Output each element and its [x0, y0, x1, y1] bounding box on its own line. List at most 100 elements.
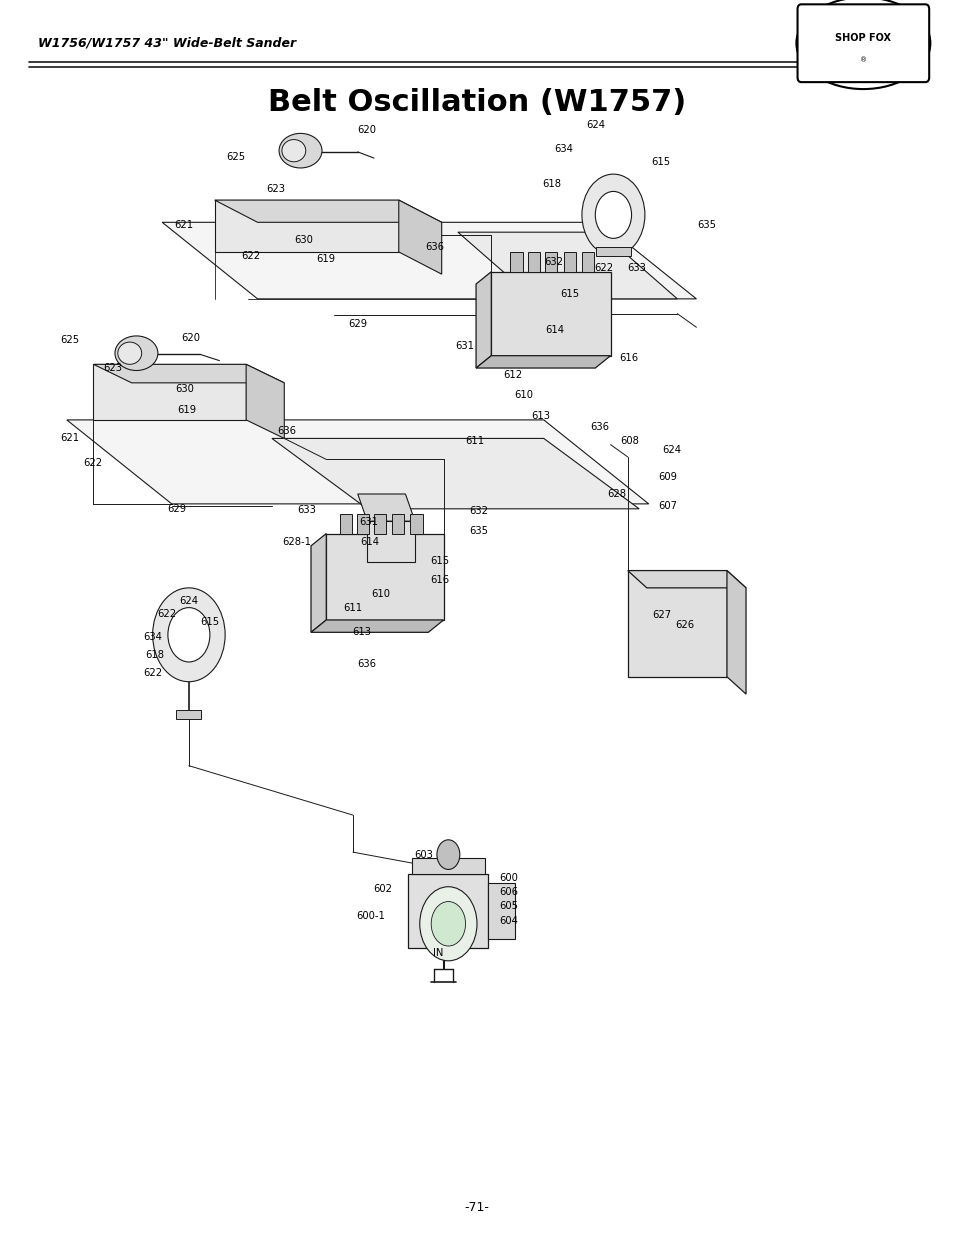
- Text: 622: 622: [594, 263, 613, 273]
- Polygon shape: [214, 200, 398, 252]
- Text: 620: 620: [357, 125, 376, 135]
- Text: 636: 636: [277, 426, 296, 436]
- Polygon shape: [412, 858, 484, 874]
- Text: 632: 632: [469, 506, 488, 516]
- Text: 622: 622: [143, 668, 162, 678]
- Text: 600: 600: [498, 873, 517, 883]
- Bar: [356, 514, 369, 534]
- Text: 615: 615: [559, 289, 578, 299]
- Polygon shape: [214, 200, 441, 222]
- Text: 630: 630: [294, 235, 313, 245]
- FancyBboxPatch shape: [797, 5, 928, 83]
- Text: 629: 629: [348, 319, 367, 329]
- Bar: [544, 252, 557, 272]
- Text: 613: 613: [531, 411, 550, 421]
- Text: 615: 615: [200, 618, 219, 627]
- Polygon shape: [627, 571, 726, 677]
- Text: 614: 614: [545, 325, 564, 335]
- Text: 615: 615: [651, 157, 670, 167]
- Text: 611: 611: [465, 436, 484, 446]
- Text: Belt Oscillation (W1757): Belt Oscillation (W1757): [268, 88, 685, 117]
- Text: 609: 609: [658, 472, 677, 482]
- Polygon shape: [726, 571, 745, 694]
- Polygon shape: [93, 364, 284, 383]
- Text: 633: 633: [297, 505, 316, 515]
- Bar: [392, 514, 404, 534]
- Polygon shape: [93, 364, 246, 420]
- Bar: [527, 252, 539, 272]
- Polygon shape: [176, 710, 201, 719]
- Text: 610: 610: [371, 589, 390, 599]
- Bar: [563, 252, 576, 272]
- Text: ®: ®: [859, 58, 866, 63]
- Polygon shape: [476, 356, 610, 368]
- Text: 621: 621: [60, 433, 79, 443]
- Text: 610: 610: [514, 390, 533, 400]
- Bar: [410, 514, 422, 534]
- Text: 633: 633: [627, 263, 646, 273]
- Polygon shape: [476, 272, 491, 368]
- Text: 602: 602: [373, 884, 392, 894]
- Text: 608: 608: [619, 436, 639, 446]
- Text: 600-1: 600-1: [355, 911, 384, 921]
- Text: 634: 634: [143, 632, 162, 642]
- Text: 631: 631: [455, 341, 474, 351]
- Text: 624: 624: [179, 597, 198, 606]
- Polygon shape: [596, 247, 630, 256]
- Polygon shape: [398, 200, 441, 274]
- Polygon shape: [326, 534, 443, 620]
- Polygon shape: [367, 521, 415, 562]
- Text: 618: 618: [541, 179, 560, 189]
- Text: 615: 615: [430, 556, 449, 566]
- Text: IN: IN: [433, 948, 443, 958]
- Ellipse shape: [114, 336, 157, 370]
- Text: 628: 628: [607, 489, 626, 499]
- Polygon shape: [272, 438, 639, 509]
- Text: 629: 629: [167, 504, 186, 514]
- Polygon shape: [311, 534, 326, 632]
- Text: 605: 605: [498, 902, 517, 911]
- Text: 626: 626: [675, 620, 694, 630]
- Text: 625: 625: [60, 335, 79, 345]
- Bar: [510, 252, 522, 272]
- Bar: [581, 252, 594, 272]
- Circle shape: [436, 840, 459, 869]
- Text: 631: 631: [359, 517, 378, 527]
- Text: 616: 616: [430, 576, 449, 585]
- Text: 614: 614: [360, 537, 379, 547]
- Text: 636: 636: [356, 659, 375, 669]
- Circle shape: [595, 191, 631, 238]
- Text: 619: 619: [315, 254, 335, 264]
- Ellipse shape: [118, 342, 142, 364]
- Text: 618: 618: [145, 650, 164, 659]
- Circle shape: [419, 887, 476, 961]
- Text: 624: 624: [585, 120, 604, 130]
- Polygon shape: [457, 232, 677, 299]
- Circle shape: [152, 588, 225, 682]
- Text: 623: 623: [266, 184, 285, 194]
- Text: 611: 611: [343, 603, 362, 613]
- Bar: [339, 514, 352, 534]
- Ellipse shape: [279, 133, 321, 168]
- Text: 621: 621: [174, 220, 193, 230]
- Text: 634: 634: [554, 144, 573, 154]
- Text: 624: 624: [661, 445, 680, 454]
- Text: 612: 612: [503, 370, 522, 380]
- Polygon shape: [408, 874, 488, 948]
- Text: 622: 622: [157, 609, 176, 619]
- Text: W1756/W1757 43" Wide-Belt Sander: W1756/W1757 43" Wide-Belt Sander: [38, 37, 296, 49]
- Text: 635: 635: [469, 526, 488, 536]
- Polygon shape: [491, 272, 610, 356]
- Text: 619: 619: [177, 405, 196, 415]
- Text: 613: 613: [352, 627, 371, 637]
- Ellipse shape: [281, 140, 305, 162]
- Polygon shape: [311, 620, 443, 632]
- Text: 606: 606: [498, 887, 517, 897]
- Text: 636: 636: [590, 422, 609, 432]
- Text: 607: 607: [658, 501, 677, 511]
- Text: 604: 604: [498, 916, 517, 926]
- Text: 623: 623: [103, 363, 122, 373]
- Text: SHOP FOX: SHOP FOX: [835, 33, 890, 43]
- Circle shape: [168, 608, 210, 662]
- Polygon shape: [488, 883, 515, 939]
